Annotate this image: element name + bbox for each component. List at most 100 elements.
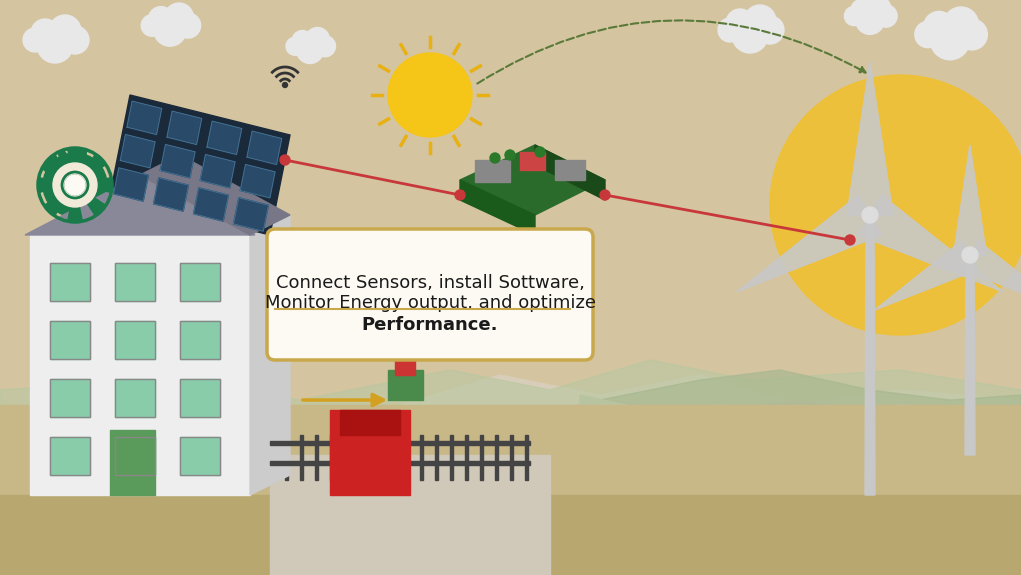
Bar <box>0 475 1021 575</box>
Polygon shape <box>45 155 64 174</box>
Bar <box>435 435 438 480</box>
Circle shape <box>915 21 941 48</box>
Circle shape <box>43 153 107 217</box>
Polygon shape <box>110 95 290 235</box>
Circle shape <box>49 15 81 47</box>
Bar <box>555 160 585 180</box>
Circle shape <box>176 13 200 38</box>
Bar <box>50 321 90 359</box>
Bar <box>360 435 363 480</box>
Polygon shape <box>247 131 282 164</box>
Polygon shape <box>127 101 161 135</box>
Text: Monitor Energy output, and optimize: Monitor Energy output, and optimize <box>264 294 595 312</box>
Circle shape <box>505 150 515 160</box>
Circle shape <box>600 190 610 200</box>
Circle shape <box>286 37 304 55</box>
Bar <box>50 379 90 417</box>
Bar <box>180 437 220 475</box>
Polygon shape <box>113 168 148 201</box>
Polygon shape <box>166 111 202 144</box>
Circle shape <box>718 18 742 42</box>
Polygon shape <box>207 121 242 155</box>
Polygon shape <box>38 148 112 221</box>
Polygon shape <box>25 175 255 235</box>
Polygon shape <box>736 195 881 292</box>
Circle shape <box>65 175 85 195</box>
Bar <box>480 435 483 480</box>
Circle shape <box>962 247 978 263</box>
Circle shape <box>744 5 776 37</box>
Bar <box>375 435 378 480</box>
Polygon shape <box>67 150 82 166</box>
Polygon shape <box>859 195 1004 292</box>
Circle shape <box>388 53 472 137</box>
Circle shape <box>490 153 500 163</box>
Polygon shape <box>965 255 975 455</box>
Polygon shape <box>194 188 229 221</box>
Polygon shape <box>250 215 290 495</box>
Polygon shape <box>160 144 195 178</box>
Polygon shape <box>67 205 82 220</box>
Bar <box>30 235 250 495</box>
Polygon shape <box>500 400 1021 575</box>
Polygon shape <box>580 395 1021 575</box>
Bar <box>0 495 1021 575</box>
Bar <box>115 263 155 301</box>
Circle shape <box>280 155 290 165</box>
Circle shape <box>756 16 784 44</box>
Polygon shape <box>954 145 986 255</box>
Circle shape <box>844 6 864 26</box>
Polygon shape <box>535 145 605 200</box>
Polygon shape <box>460 180 535 235</box>
Polygon shape <box>40 178 55 192</box>
Bar <box>50 263 90 301</box>
Circle shape <box>283 82 288 87</box>
Circle shape <box>535 147 545 157</box>
Polygon shape <box>140 155 290 235</box>
Bar <box>115 263 155 301</box>
Bar <box>0 415 1021 575</box>
Bar <box>510 435 513 480</box>
Bar <box>520 152 545 170</box>
Bar <box>115 437 155 475</box>
Polygon shape <box>234 198 269 231</box>
Bar <box>115 437 155 475</box>
Circle shape <box>726 9 753 37</box>
Bar <box>50 437 90 475</box>
Bar <box>270 461 530 465</box>
Circle shape <box>141 15 162 36</box>
Circle shape <box>296 36 324 63</box>
Bar <box>525 435 528 480</box>
Circle shape <box>164 3 193 32</box>
Circle shape <box>61 26 89 54</box>
Bar <box>115 379 155 417</box>
Circle shape <box>23 28 47 52</box>
Bar <box>50 263 90 301</box>
Polygon shape <box>865 215 875 495</box>
Circle shape <box>455 190 465 200</box>
Circle shape <box>924 12 955 42</box>
Polygon shape <box>120 135 155 168</box>
Bar <box>115 321 155 359</box>
Polygon shape <box>400 375 1021 575</box>
Bar <box>180 321 220 359</box>
Polygon shape <box>600 370 1021 575</box>
Polygon shape <box>153 178 189 211</box>
Circle shape <box>856 6 884 34</box>
Polygon shape <box>460 145 605 215</box>
Circle shape <box>154 14 186 46</box>
Circle shape <box>305 28 330 52</box>
Bar <box>345 435 348 480</box>
Polygon shape <box>962 241 1021 310</box>
Circle shape <box>770 75 1021 335</box>
Polygon shape <box>0 0 1021 360</box>
Bar <box>388 370 423 400</box>
Polygon shape <box>95 178 110 192</box>
Bar <box>180 263 220 301</box>
Polygon shape <box>620 415 1021 575</box>
Bar <box>0 405 1021 575</box>
Bar <box>50 379 90 417</box>
Circle shape <box>37 27 72 63</box>
Text: Connect Sensors, install Sottware,: Connect Sensors, install Sottware, <box>276 274 584 292</box>
Bar <box>405 435 408 480</box>
